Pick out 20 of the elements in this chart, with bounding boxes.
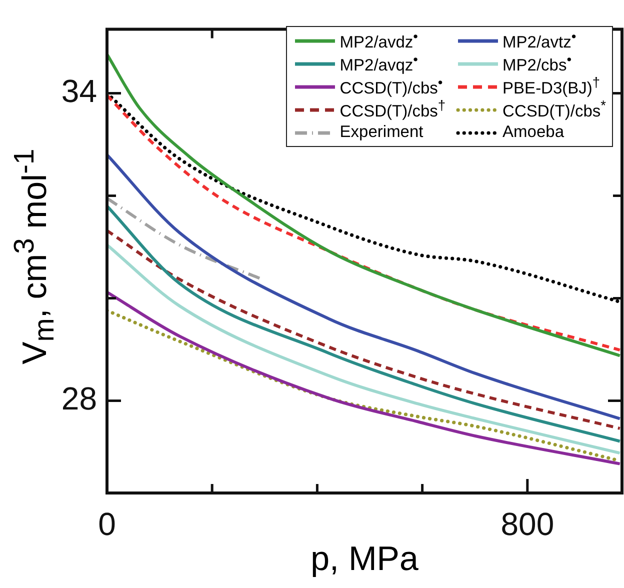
line-series (107, 243, 622, 455)
legend-label: CCSD(T)/cbs$^{•}$ (340, 74, 443, 98)
line-series (107, 153, 622, 420)
line-series (107, 52, 622, 358)
y-tick-label: 28 (61, 380, 97, 417)
legend-label: Amoeba (502, 123, 564, 142)
line-series (107, 229, 622, 430)
x-tick-label: 800 (500, 506, 554, 542)
legend-label: CCSD(T)/cbs$^{*}$ (502, 98, 606, 122)
legend-label: MP2/cbs$^{•}$ (502, 52, 572, 76)
x-tick-label: 0 (98, 506, 116, 542)
line-series (107, 204, 622, 443)
legend-label: CCSD(T)/cbs$^{†}$ (340, 98, 446, 122)
legend-label: MP2/avdz$^{•}$ (340, 28, 418, 52)
legend-label: MP2/avqz$^{•}$ (340, 52, 418, 76)
legend-label: PBE-D3(BJ)$^{†}$ (502, 74, 600, 98)
x-axis-title: p, MPa (310, 540, 418, 578)
legend-label: MP2/avtz$^{•}$ (502, 28, 576, 52)
legend-label: Experiment (340, 123, 424, 142)
y-tick-label: 34 (61, 73, 97, 110)
